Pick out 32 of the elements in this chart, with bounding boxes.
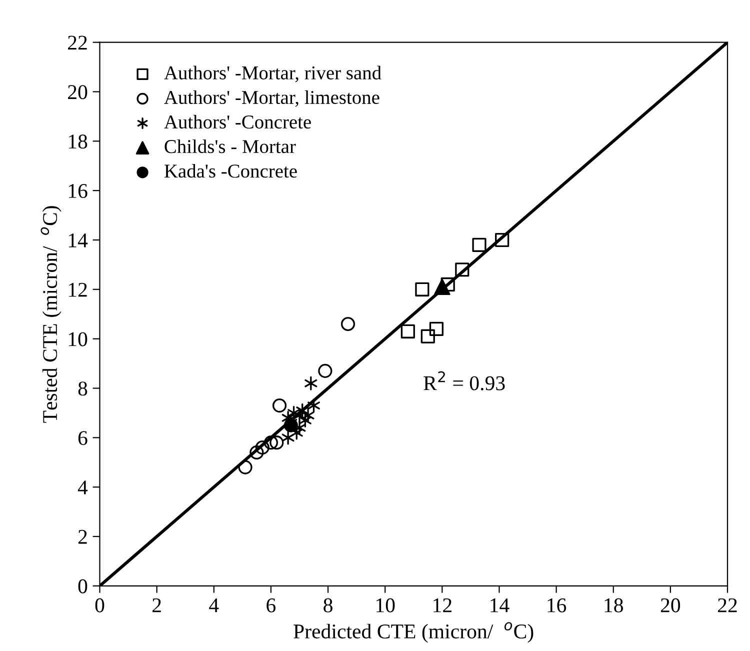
x-tick-label: 20 [660,598,680,612]
y-tick-label: 18 [68,134,88,149]
x-tick-label: 10 [376,598,395,612]
x-tick-label: 18 [604,598,623,612]
legend-label: Authors' -Concrete [164,114,311,129]
x-axis-title: Predicted CTE (micron/ $^{o}$C) [294,622,534,643]
y-tick-label: 6 [78,431,88,446]
annotation: R$^{2}$ = 0.93 [424,371,505,390]
legend-label: Authors' -Mortar, river sand [164,66,382,82]
x-tick-label: 4 [209,598,219,612]
legend-label: Childs's - Mortar [164,139,296,154]
x-tick-label: 22 [718,598,737,612]
x-tick-label: 8 [324,598,332,612]
y-tick-label: 22 [68,36,87,50]
y-tick-label: 14 [68,233,88,248]
x-tick-label: 0 [95,598,104,612]
y-axis-title: Tested CTE (micron/ $^{o}$C) [40,206,62,423]
x-tick-label: 14 [490,598,510,612]
y-tick-label: 2 [78,530,87,544]
x-tick-label: 2 [152,598,161,612]
legend-label: Authors' -Mortar, limestone [164,90,380,107]
y-tick-label: 8 [78,382,88,396]
y-tick-label: 0 [78,579,88,594]
x-tick-label: 16 [548,598,566,612]
legend-label: Kada's -Concrete [164,164,297,178]
y-tick-label: 4 [78,480,88,494]
y-tick-label: 20 [68,85,88,100]
y-tick-label: 12 [68,282,87,297]
y-tick-label: 10 [68,332,88,346]
y-tick-label: 16 [68,184,88,198]
x-tick-label: 12 [434,598,452,612]
x-tick-label: 6 [266,598,276,612]
